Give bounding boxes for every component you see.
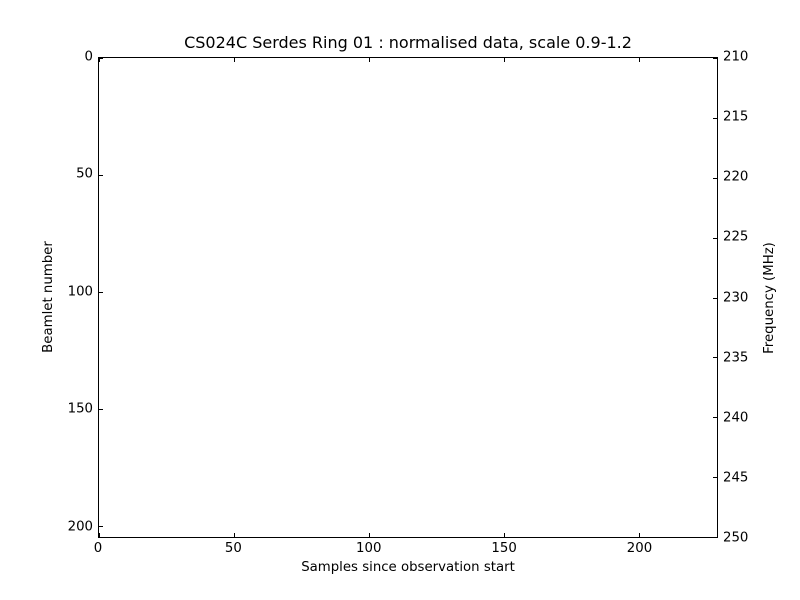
y-right-tick-label: 210 xyxy=(723,49,749,65)
y-left-tick xyxy=(99,174,103,176)
x-tick-label: 50 xyxy=(224,541,242,556)
y-left-tick-label: 100 xyxy=(67,284,93,300)
y-left-tick xyxy=(99,291,103,293)
y-right-tick xyxy=(713,357,717,359)
y-left-tick-label: 150 xyxy=(67,401,93,417)
x-tick-label: 100 xyxy=(356,541,382,556)
y-right-tick-label: 245 xyxy=(723,470,749,486)
x-tick-label: 200 xyxy=(626,541,653,556)
y-axis-label-right: Frequency (MHz) xyxy=(762,242,778,354)
y-right-tick-label: 220 xyxy=(723,169,749,185)
chart-title: CS024C Serdes Ring 01 : normalised data,… xyxy=(184,33,632,52)
y-axis-label-left: Beamlet number xyxy=(41,241,57,353)
y-right-tick-label: 230 xyxy=(723,289,749,305)
y-right-tick xyxy=(713,117,717,119)
y-right-tick-label: 250 xyxy=(723,530,749,546)
y-right-tick xyxy=(713,297,717,299)
y-right-tick-label: 235 xyxy=(723,349,749,365)
y-right-tick xyxy=(713,237,717,239)
y-left-tick-label: 0 xyxy=(84,49,93,65)
y-right-tick-label: 225 xyxy=(723,229,749,245)
x-tick-bottom xyxy=(503,533,505,537)
y-left-tick xyxy=(99,408,103,410)
y-left-tick-label: 200 xyxy=(67,519,93,535)
x-tick-bottom xyxy=(99,533,100,537)
x-tick-bottom xyxy=(233,533,235,537)
y-right-tick xyxy=(713,417,717,419)
y-right-tick xyxy=(713,537,717,538)
x-axis-label: Samples since observation start xyxy=(301,560,515,575)
y-right-tick xyxy=(713,58,717,59)
x-tick-bottom xyxy=(638,533,640,537)
x-tick-label: 150 xyxy=(491,541,517,556)
plot-area xyxy=(98,57,718,538)
y-right-tick xyxy=(713,477,717,479)
y-right-tick-label: 240 xyxy=(723,410,749,426)
x-tick-top xyxy=(503,58,505,62)
x-tick-top xyxy=(99,58,100,62)
y-right-tick-label: 215 xyxy=(723,109,749,125)
y-left-tick xyxy=(99,58,103,59)
y-right-tick xyxy=(713,177,717,179)
y-left-tick xyxy=(99,525,103,527)
y-left-tick-label: 50 xyxy=(76,166,93,182)
x-tick-top xyxy=(368,58,370,62)
x-tick-top xyxy=(233,58,235,62)
x-tick-bottom xyxy=(368,533,370,537)
x-tick-label: 0 xyxy=(93,541,103,556)
x-tick-top xyxy=(638,58,640,62)
